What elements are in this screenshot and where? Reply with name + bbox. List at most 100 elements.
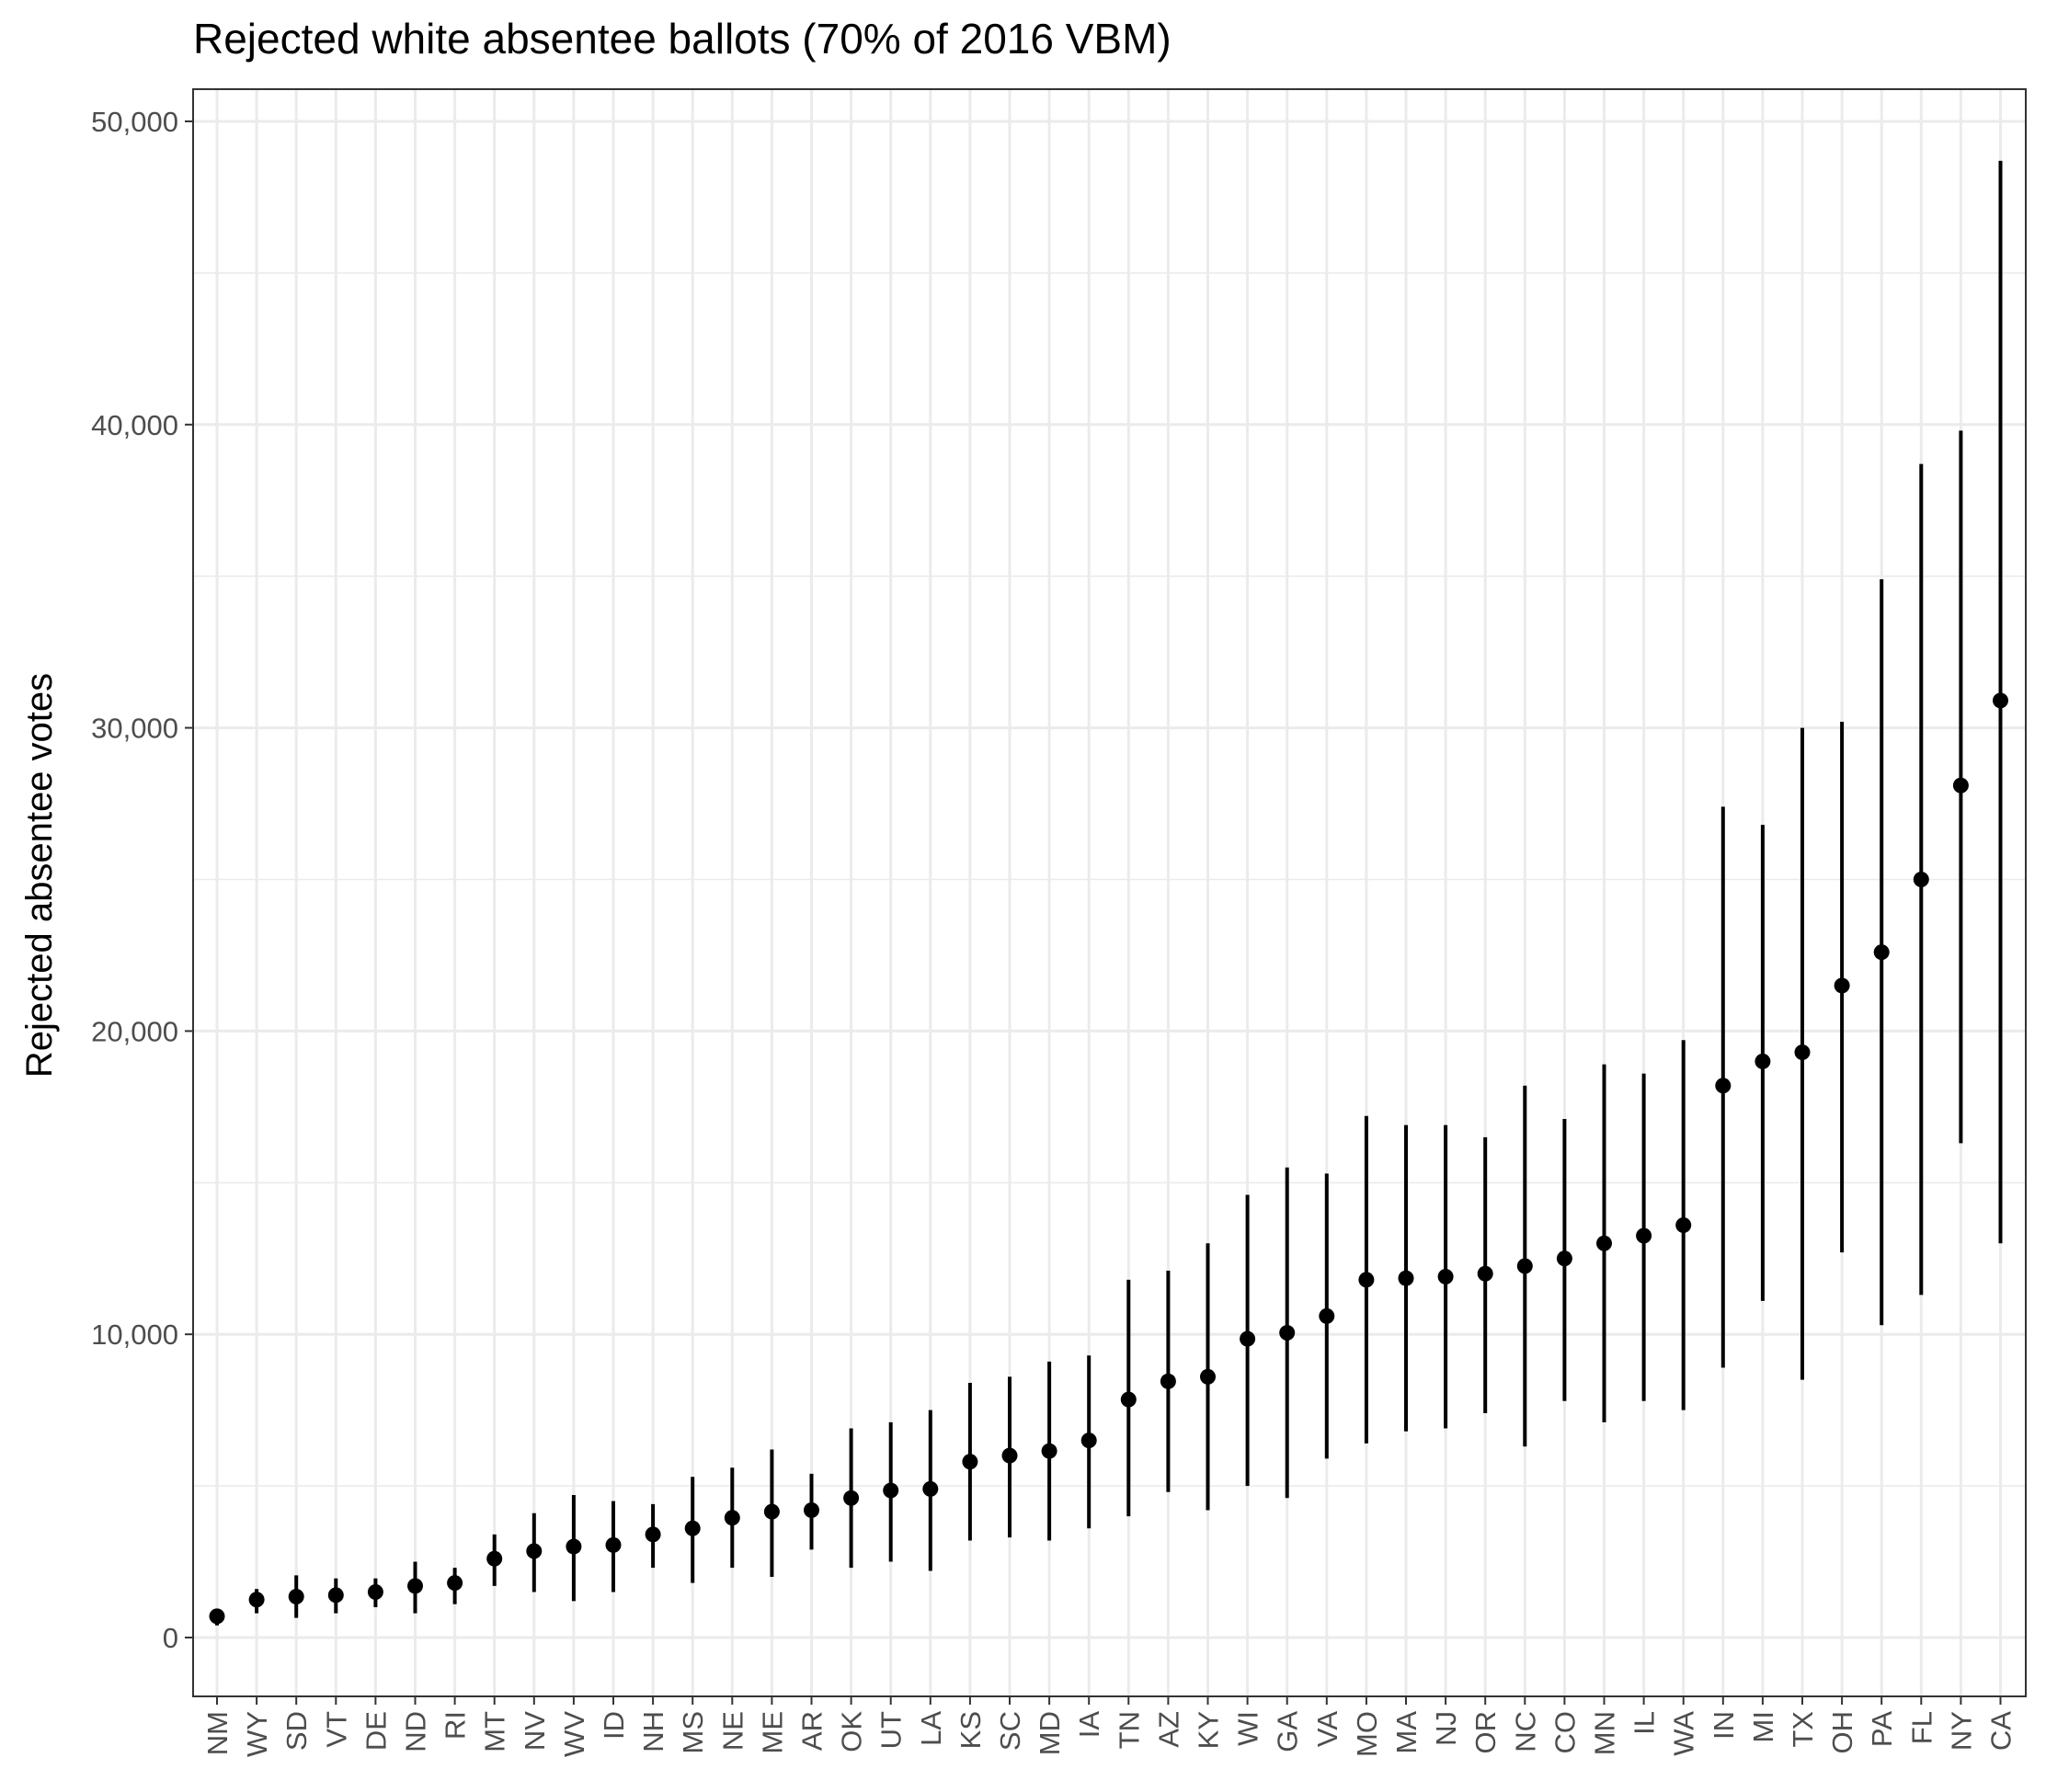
y-tick-label: 10,000 [91, 1318, 178, 1351]
data-point-mi [1755, 1053, 1771, 1069]
x-tick-label-fl: FL [1905, 1711, 1937, 1744]
y-tick-label: 20,000 [91, 1015, 178, 1047]
data-point-ny [1952, 777, 1969, 793]
x-tick-label-wv: WV [558, 1711, 590, 1757]
x-tick-label-ms: MS [677, 1711, 709, 1754]
x-tick-label-id: ID [598, 1711, 630, 1740]
x-tick-label-ky: KY [1193, 1711, 1225, 1749]
data-point-oh [1834, 977, 1850, 994]
data-point-de [367, 1584, 383, 1601]
x-tick-label-ne: NE [716, 1711, 749, 1751]
x-tick-label-nv: NV [519, 1711, 551, 1751]
data-point-ma [1398, 1270, 1414, 1286]
x-tick-label-ca: CA [1985, 1711, 2017, 1751]
data-point-az [1160, 1373, 1176, 1389]
data-point-mo [1358, 1272, 1375, 1288]
data-point-tx [1794, 1044, 1811, 1060]
data-point-ms [684, 1520, 701, 1536]
data-point-pa [1873, 944, 1890, 961]
x-tick-label-wa: WA [1668, 1711, 1700, 1756]
panel-background [193, 89, 2026, 1696]
data-point-ia [1080, 1432, 1097, 1449]
x-tick-label-ri: RI [440, 1711, 472, 1740]
data-point-mn [1596, 1235, 1612, 1251]
x-tick-label-nd: ND [400, 1711, 432, 1752]
x-tick-label-va: VA [1311, 1711, 1343, 1747]
x-tick-label-ut: UT [875, 1711, 908, 1749]
x-tick-label-me: ME [756, 1711, 788, 1754]
x-tick-label-ny: NY [1945, 1711, 1977, 1751]
x-tick-label-nh: NH [637, 1711, 669, 1752]
data-point-id [605, 1536, 622, 1553]
data-point-va [1319, 1307, 1335, 1324]
x-tick-label-sd: SD [280, 1711, 313, 1751]
x-tick-label-nc: NC [1509, 1711, 1541, 1752]
data-point-la [922, 1480, 939, 1497]
data-point-wa [1675, 1216, 1692, 1233]
x-tick-label-wy: WY [241, 1711, 273, 1757]
x-tick-label-ar: AR [796, 1711, 829, 1751]
x-tick-label-md: MD [1034, 1711, 1066, 1755]
chart-title: Rejected white absentee ballots (70% of … [193, 15, 1172, 63]
x-tick-label-mo: MO [1351, 1711, 1383, 1757]
x-tick-label-tx: TX [1787, 1711, 1819, 1748]
y-tick-label: 0 [163, 1622, 178, 1654]
data-point-or [1477, 1265, 1493, 1282]
x-tick-label-pa: PA [1866, 1711, 1898, 1747]
data-point-me [763, 1503, 780, 1520]
data-point-mt [486, 1550, 503, 1567]
data-point-fl [1913, 872, 1929, 887]
data-point-md [1041, 1443, 1057, 1459]
x-tick-label-ok: OK [836, 1711, 868, 1752]
data-point-ut [883, 1482, 899, 1499]
x-tick-label-tn: TN [1113, 1711, 1145, 1749]
x-tick-label-mt: MT [479, 1711, 511, 1752]
y-tick-label: 40,000 [91, 409, 178, 441]
data-point-wv [566, 1538, 582, 1555]
data-point-co [1556, 1250, 1572, 1267]
panel-border [192, 88, 2027, 1697]
x-tick-label-nj: NJ [1430, 1711, 1462, 1746]
x-tick-label-co: CO [1549, 1711, 1581, 1754]
x-tick-label-vt: VT [320, 1711, 352, 1748]
data-point-ga [1279, 1325, 1296, 1341]
x-tick-label-mn: MN [1589, 1711, 1621, 1755]
y-tick-label: 50,000 [91, 106, 178, 138]
data-point-nj [1437, 1269, 1454, 1285]
y-tick-label: 30,000 [91, 713, 178, 745]
data-point-ca [1993, 692, 2008, 709]
data-point-wy [248, 1592, 265, 1608]
x-tick-label-ma: MA [1390, 1711, 1423, 1754]
plot-area: 0 10,000 20,000 30,000 40,000 50,000 NM WY SD VT D… [91, 88, 2027, 1757]
data-point-sc [1001, 1447, 1018, 1464]
data-point-ri [447, 1575, 463, 1592]
x-tick-label-mi: MI [1747, 1711, 1779, 1742]
x-tick-label-il: IL [1629, 1711, 1661, 1735]
data-point-ks [962, 1454, 978, 1470]
x-tick-label-la: LA [915, 1711, 947, 1746]
x-tick-label-wi: WI [1232, 1711, 1264, 1746]
x-tick-label-ga: GA [1272, 1711, 1304, 1752]
x-tick-label-or: OR [1469, 1711, 1502, 1754]
x-tick-label-de: DE [360, 1711, 392, 1751]
data-point-ok [843, 1490, 860, 1506]
data-point-ne [724, 1510, 740, 1526]
data-point-nh [645, 1526, 661, 1543]
data-point-ky [1200, 1368, 1216, 1385]
x-tick-label-in: IN [1708, 1711, 1740, 1740]
data-point-il [1636, 1227, 1652, 1244]
x-tick-label-ks: KS [954, 1711, 987, 1749]
data-point-nv [526, 1543, 543, 1559]
data-point-sd [288, 1588, 304, 1604]
data-point-ar [804, 1501, 819, 1518]
data-point-nm [209, 1608, 225, 1625]
x-tick-label-ia: IA [1073, 1711, 1105, 1739]
x-tick-label-oh: OH [1826, 1711, 1858, 1754]
data-point-vt [327, 1587, 344, 1604]
y-axis-title: Rejected absentee votes [19, 673, 60, 1078]
data-point-nd [407, 1578, 423, 1594]
data-point-wi [1240, 1330, 1256, 1347]
data-point-nc [1516, 1258, 1533, 1274]
x-tick-label-nm: NM [201, 1711, 234, 1755]
